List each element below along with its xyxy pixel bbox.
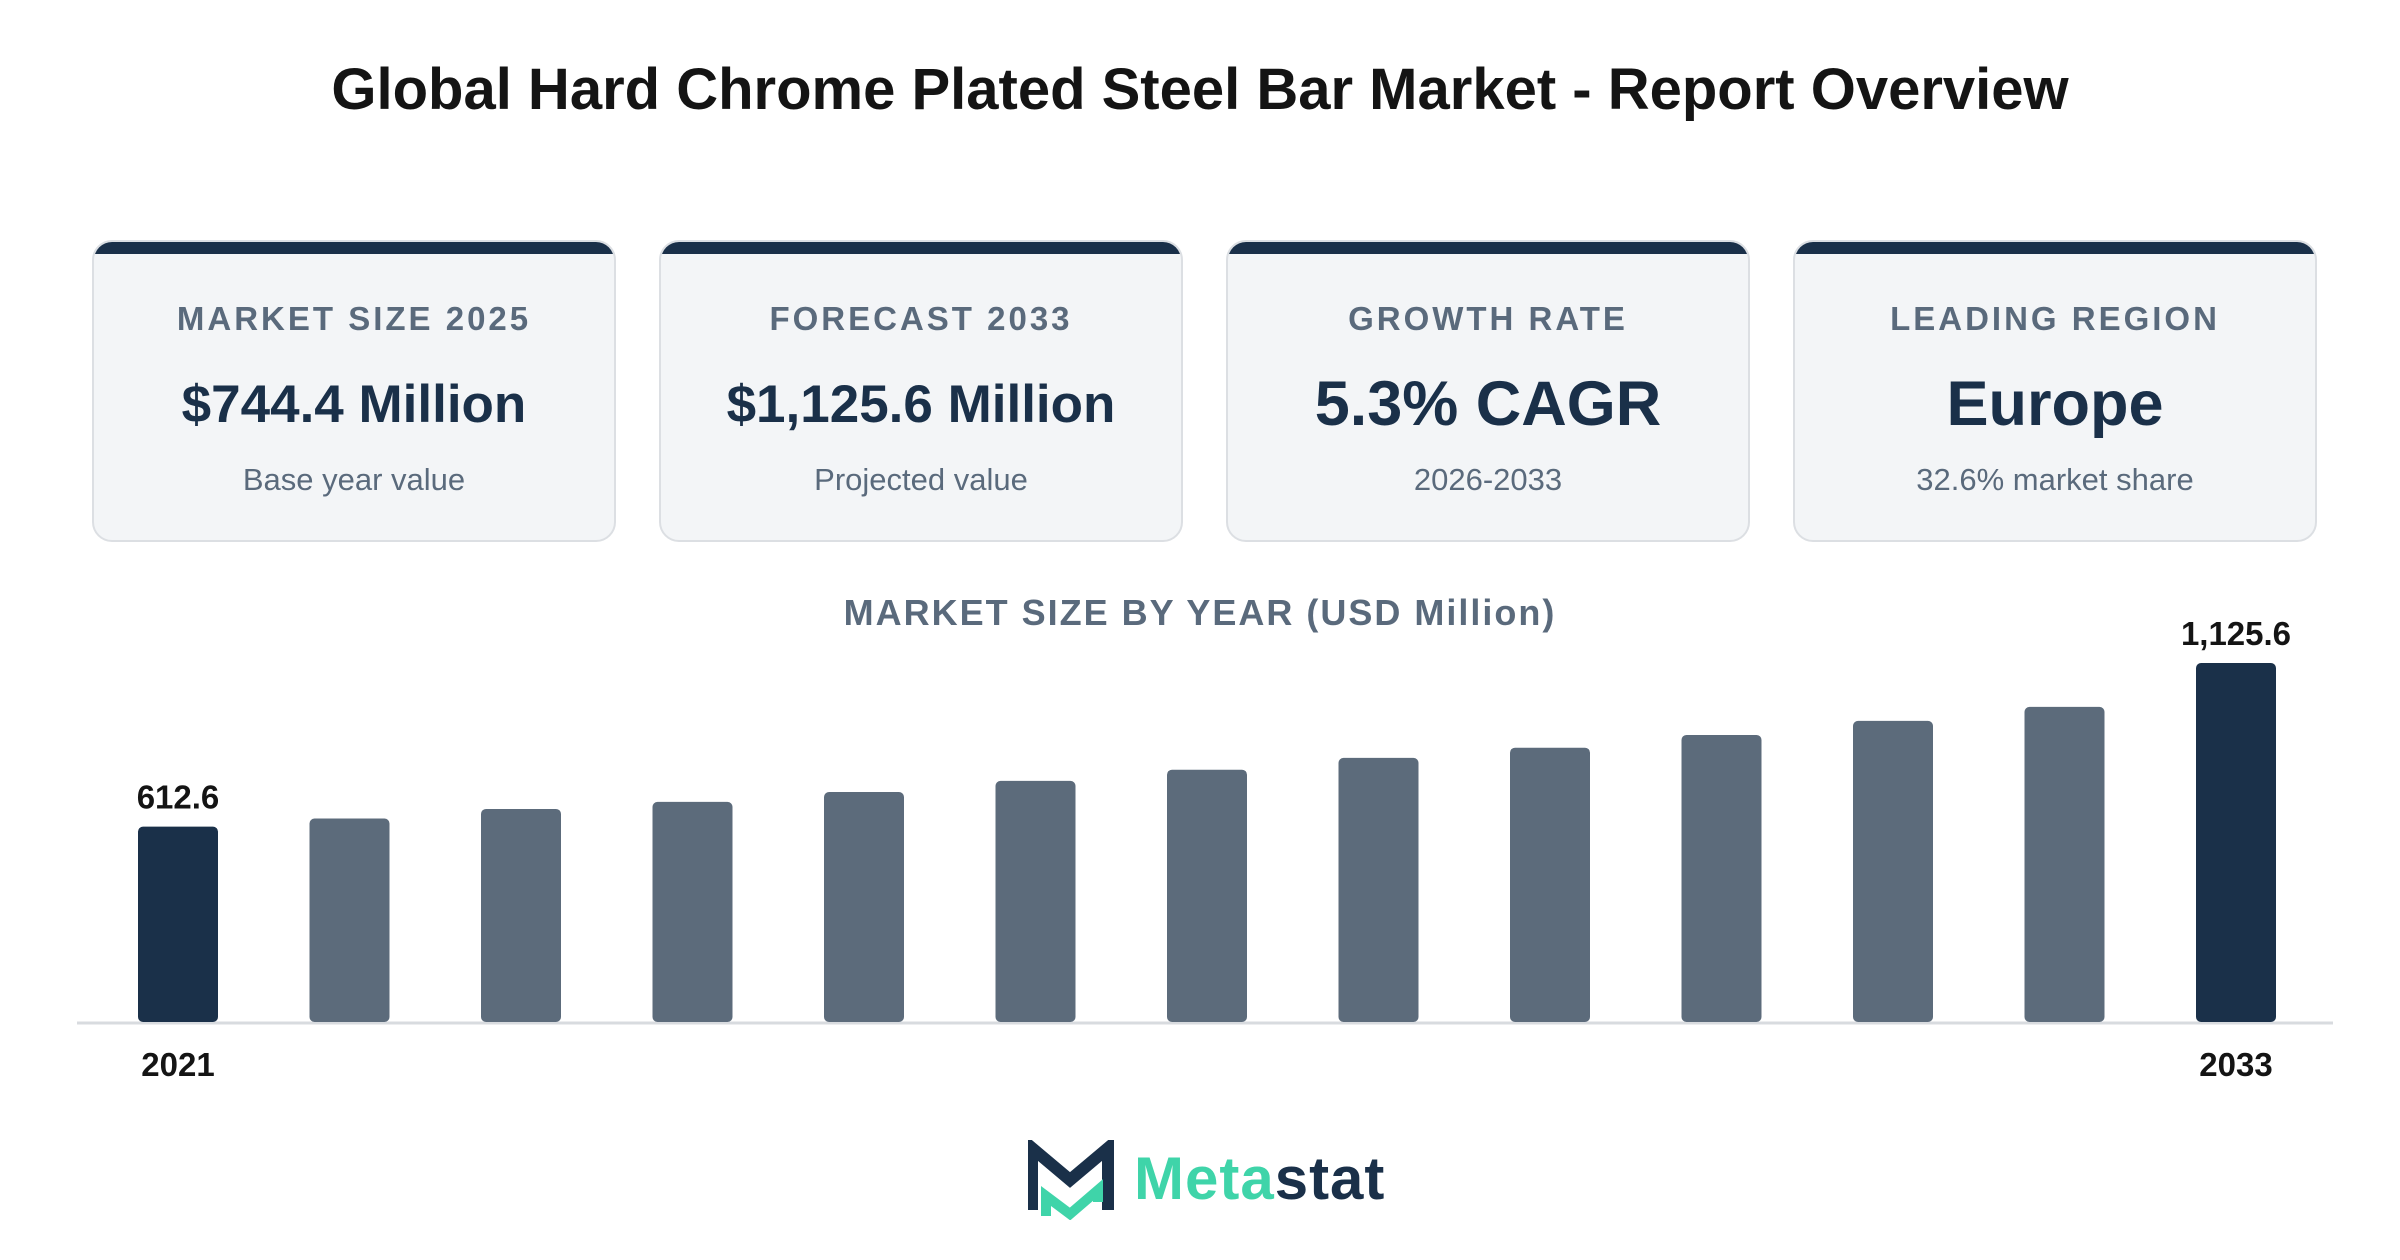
- bar-2029: [1510, 747, 1590, 1022]
- logo-text-stat: stat: [1274, 1145, 1386, 1212]
- card-label: GROWTH RATE: [1348, 300, 1628, 337]
- bar-2021: [138, 826, 218, 1022]
- bar-2023: [481, 808, 561, 1022]
- logo-mark-green: [1041, 1179, 1103, 1220]
- card-accent-bar: [661, 242, 1181, 254]
- x-tick-label-2021: 2021: [141, 1046, 214, 1083]
- card-leading-region: LEADING REGION Europe 32.6% market share: [1793, 240, 2317, 542]
- card-value: $1,125.6 Million: [726, 375, 1116, 434]
- logo-wordmark: Metastat: [1134, 1144, 1385, 1213]
- card-growth-rate: GROWTH RATE 5.3% CAGR 2026-2033: [1226, 240, 1750, 542]
- bar-2032: [2024, 706, 2105, 1022]
- card-forecast: FORECAST 2033 $1,125.6 Million Projected…: [659, 240, 1183, 542]
- x-tick-label-2033: 2033: [2199, 1046, 2272, 1083]
- card-value: 5.3% CAGR: [1314, 369, 1662, 439]
- bar-2033: [2196, 663, 2276, 1022]
- bar-chart: 612.6 1,125.6 2021 2033: [77, 615, 2333, 1083]
- card-subtext: Projected value: [814, 462, 1028, 497]
- bar-2026: [995, 780, 1076, 1022]
- logo-text-meta: Meta: [1134, 1145, 1275, 1212]
- card-subtext: Base year value: [242, 462, 466, 497]
- card-accent-bar: [1228, 242, 1748, 254]
- metastat-logo: [1028, 1140, 1114, 1220]
- bar-2025: [824, 792, 904, 1022]
- bar-2031: [1853, 720, 1933, 1022]
- bar-2024: [652, 801, 733, 1022]
- card-subtext: 2026-2033: [1413, 462, 1563, 497]
- page-title: Global Hard Chrome Plated Steel Bar Mark…: [331, 57, 2069, 122]
- card-market-size: MARKET SIZE 2025 $744.4 Million Base yea…: [92, 240, 616, 542]
- data-label-2033: 1,125.6: [2181, 615, 2291, 652]
- card-label: MARKET SIZE 2025: [176, 300, 532, 337]
- card-value: $744.4 Million: [181, 375, 527, 434]
- card-label: LEADING REGION: [1890, 300, 2220, 337]
- bar-2030: [1681, 734, 1762, 1022]
- bar-2027: [1167, 769, 1247, 1022]
- summary-cards: MARKET SIZE 2025 $744.4 Million Base yea…: [92, 240, 2318, 544]
- bar-2022: [309, 818, 390, 1022]
- card-subtext: 32.6% market share: [1916, 462, 2194, 497]
- card-value: Europe: [1946, 369, 2164, 439]
- card-accent-bar: [94, 242, 614, 254]
- data-label-2021: 612.6: [137, 779, 220, 816]
- logo-mark-dark: [1028, 1140, 1114, 1210]
- chart-title: MARKET SIZE BY YEAR (USD Million): [843, 592, 1557, 633]
- card-label: FORECAST 2033: [769, 300, 1073, 337]
- bar-2028: [1338, 757, 1419, 1022]
- card-accent-bar: [1795, 242, 2315, 254]
